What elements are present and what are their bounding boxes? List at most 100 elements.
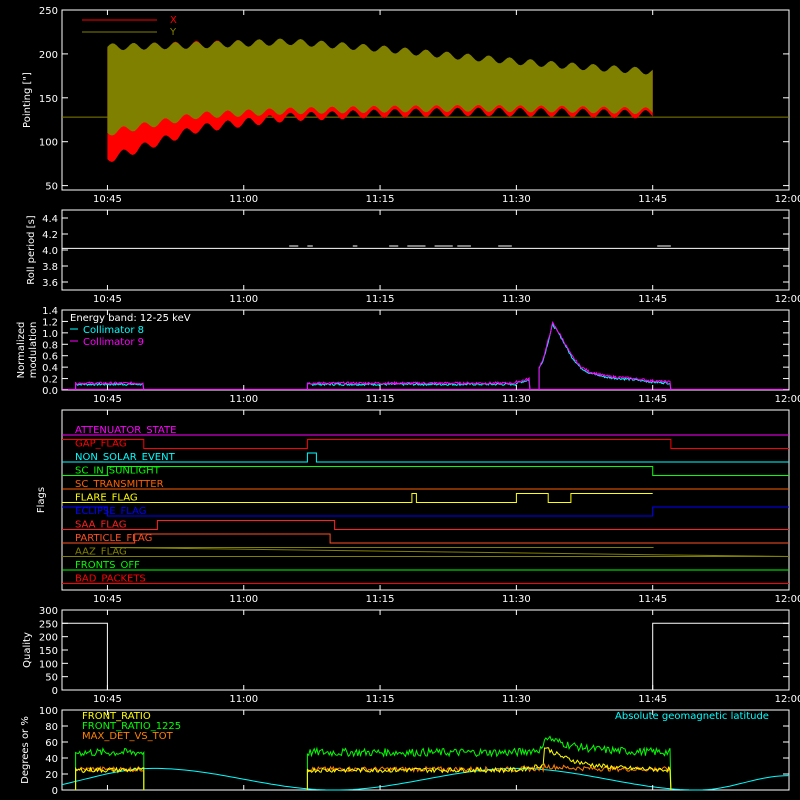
ratio-ylabel: Degrees or %	[20, 716, 31, 784]
x-tick-label: 11:30	[502, 294, 531, 305]
mod-trace-collimator-9	[538, 321, 672, 391]
x-tick-label: 12:00	[775, 394, 800, 405]
y-tick-label: 100	[39, 659, 58, 670]
mod-ylabel-1: Normalized	[16, 322, 27, 379]
x-tick-label: 12:00	[775, 694, 800, 705]
panel-roll-frame	[61, 209, 790, 291]
panel-pointing-frame	[61, 9, 790, 191]
flag-label: SAA_FLAG	[75, 520, 126, 531]
y-tick-label: 0	[52, 686, 58, 697]
flag-trace-aaz-flag	[62, 547, 790, 557]
flag-label: SC_TRANSMITTER	[75, 479, 164, 490]
y-tick-label: 0.4	[42, 363, 58, 374]
flag-trace-eclipse-flag	[62, 506, 789, 517]
panel-quality: 0 50 100 150 200 250 300 10:45 11:00 11:15 11:30 1…	[22, 606, 800, 705]
ratio-trace-front-ratio	[75, 766, 145, 790]
y-tick-label: 0	[52, 786, 58, 797]
panel-modulation: 0.00.20.40.60.81.01.21.4 10:45 11:00 11:15…	[16, 306, 800, 405]
x-tick-label: 11:30	[502, 594, 531, 605]
roll-series	[62, 245, 789, 249]
flag-label: NON_SOLAR_EVENT	[75, 452, 176, 463]
legend-coll8-label: Collimator 8	[83, 325, 144, 336]
flag-trace-saa-flag	[62, 520, 789, 530]
panel-mod-frame	[61, 309, 790, 391]
legend-coll9-label: Collimator 9	[83, 337, 144, 348]
x-tick-label: 12:00	[775, 294, 800, 305]
x-tick-label: 11:00	[229, 594, 258, 605]
x-tick-label: 10:45	[93, 294, 122, 305]
y-tick-label: 100	[39, 138, 58, 149]
quality-series	[62, 622, 789, 691]
mod-trace-collimator-8	[306, 379, 531, 391]
x-tick-label: 11:15	[366, 194, 395, 205]
flag-label: SC_IN_SUNLIGHT	[75, 466, 161, 477]
ratio-series	[61, 735, 790, 791]
x-tick-label: 10:45	[93, 694, 122, 705]
ratio-y-ticks: 0 20 40 60 80 100	[39, 706, 790, 797]
legend-x-label: X	[170, 15, 177, 26]
y-tick-label: 250	[39, 6, 58, 17]
x-tick-label: 11:45	[638, 694, 667, 705]
flag-label: PARTICLE_FLAG	[75, 533, 152, 544]
flag-label: FLARE_FLAG	[75, 493, 138, 504]
ratio-trace-front-ratio-1225	[75, 747, 145, 790]
flag-label: ECLIPSE_FLAG	[75, 506, 146, 517]
panel-flags-frame	[61, 409, 790, 591]
flag-label: GAP_FLAG	[75, 439, 127, 450]
mod-trace-collimator-9	[75, 381, 145, 391]
flag-label: AAZ_FLAG	[75, 547, 127, 558]
x-tick-label: 10:45	[93, 394, 122, 405]
x-tick-label: 11:45	[638, 194, 667, 205]
y-tick-label: 1.4	[42, 306, 58, 317]
y-tick-label: 0.8	[42, 340, 58, 351]
x-tick-label: 11:45	[638, 594, 667, 605]
x-tick-label: 11:15	[366, 294, 395, 305]
x-tick-label: 12:00	[775, 194, 800, 205]
x-tick-label: 11:45	[638, 294, 667, 305]
y-tick-label: 250	[39, 619, 58, 630]
y-tick-label: 200	[39, 50, 58, 61]
panel-ratio-frame	[61, 709, 790, 791]
mod-ylabel-2: modulation	[28, 322, 39, 379]
y-tick-label: 300	[39, 606, 58, 617]
modulation-series	[62, 321, 789, 391]
x-tick-label: 11:15	[366, 694, 395, 705]
flag-trace-particle-flag	[62, 533, 789, 544]
y-tick-label: 0.2	[42, 375, 58, 386]
flag-label: FRONTS_OFF	[75, 560, 140, 571]
roll-y-ticks: 3.6 3.8 4.0 4.2 4.4	[42, 214, 789, 289]
y-tick-label: 200	[39, 633, 58, 644]
panel-roll-period: 3.6 3.8 4.0 4.2 4.4 10:45 11:00 11:15 11:30 11:4…	[26, 209, 800, 305]
x-tick-label: 11:15	[366, 594, 395, 605]
x-tick-label: 11:00	[229, 694, 258, 705]
latitude-trace	[61, 767, 790, 791]
x-tick-label: 10:45	[93, 594, 122, 605]
panel-ratios: 0 20 40 60 80 100 Degrees or % Absolute geoma…	[20, 706, 790, 797]
quality-y-ticks: 0 50 100 150 200 250 300	[39, 606, 789, 697]
panel-pointing: 50 100 150 200 250 10:45 11:00 11:15 11:30 11:45…	[22, 6, 800, 205]
flag-trace-flare-flag	[62, 493, 653, 503]
y-tick-label: 4.4	[42, 214, 58, 225]
flags-series: ATTENUATOR_STATE GAP_FLAG NON_SOLAR_EVENT S…	[62, 425, 790, 585]
y-tick-label: 80	[45, 722, 58, 733]
pointing-series	[62, 38, 789, 163]
y-tick-label: 50	[45, 182, 58, 193]
y-tick-label: 1.0	[42, 329, 58, 340]
pointing-ylabel: Pointing ["]	[22, 72, 33, 128]
pointing-band-y	[107, 38, 653, 136]
modulation-y-ticks: 0.00.20.40.60.81.01.21.4	[42, 306, 789, 397]
panel-flags: ATTENUATOR_STATE GAP_FLAG NON_SOLAR_EVENT S…	[36, 409, 800, 605]
x-tick-label: 11:00	[229, 394, 258, 405]
flag-label: ATTENUATOR_STATE	[75, 425, 176, 436]
y-tick-label: 4.0	[42, 246, 58, 257]
x-tick-label: 11:30	[502, 194, 531, 205]
pointing-y-ticks: 50 100 150 200 250	[39, 6, 789, 193]
y-tick-label: 1.2	[42, 317, 58, 328]
latitude-annotation: Absolute geomagnetic latitude	[615, 711, 769, 722]
ratio-trace-front-ratio	[306, 747, 672, 791]
y-tick-label: 0.6	[42, 352, 58, 363]
